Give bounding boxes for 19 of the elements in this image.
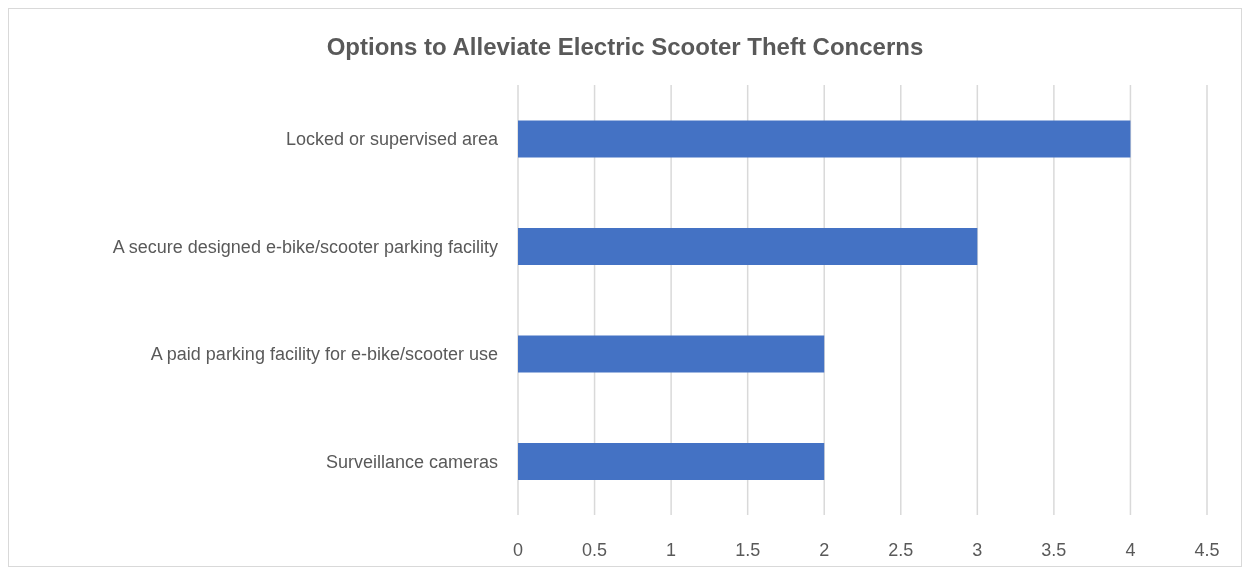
x-tick-label: 3 — [972, 539, 983, 560]
x-tick-label: 1 — [666, 539, 677, 560]
x-tick-label: 3.5 — [1041, 539, 1067, 560]
y-tick-label: Surveillance cameras — [325, 451, 498, 472]
bar — [518, 227, 978, 265]
y-tick-label: Locked or supervised area — [285, 129, 499, 150]
x-tick-label: 4 — [1125, 539, 1136, 560]
bar — [518, 335, 825, 373]
x-tick-label: 1.5 — [735, 539, 761, 560]
chart-title: Options to Alleviate Electric Scooter Theft Concerns — [325, 32, 925, 62]
x-tick-label: 4.5 — [1194, 539, 1220, 560]
x-tick-label: 0.5 — [582, 539, 608, 560]
x-tick-label: 0 — [512, 539, 524, 560]
bar — [518, 442, 825, 480]
x-tick-label: 2 — [819, 539, 830, 560]
y-tick-label: A secure designed e-bike/scooter parking facility — [112, 236, 498, 257]
y-tick-label: A paid parking facility for e-bike/scooter use — [150, 344, 498, 365]
x-tick-label: 2.5 — [888, 539, 914, 560]
bar — [518, 120, 1131, 158]
